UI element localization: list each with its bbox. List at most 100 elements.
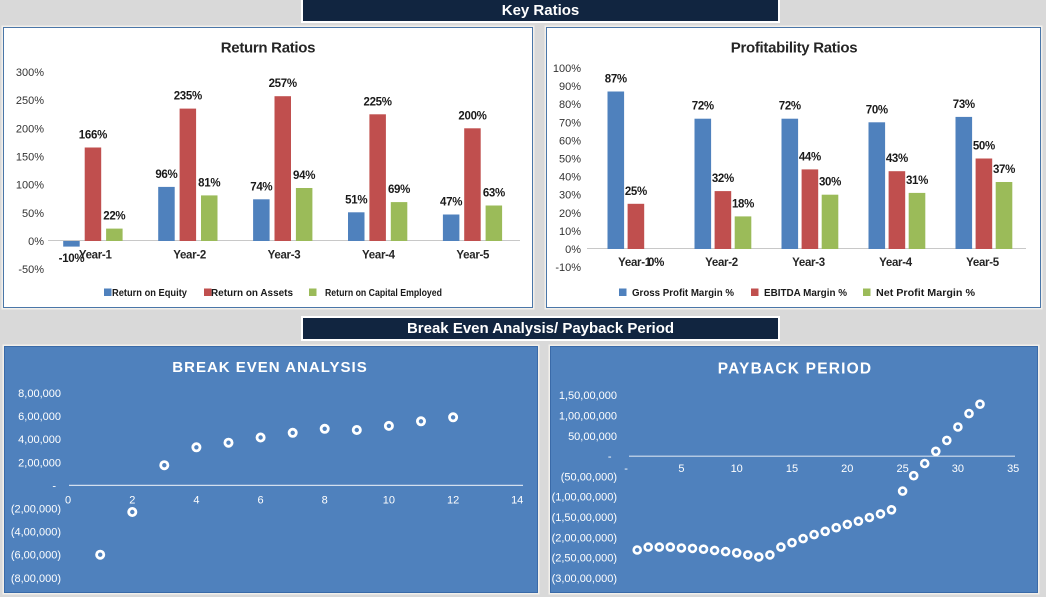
svg-text:Year-1: Year-1 (79, 250, 113, 262)
svg-text:0%: 0% (648, 257, 664, 269)
svg-text:20: 20 (841, 463, 853, 475)
svg-text:Return on Capital Employed: Return on Capital Employed (325, 287, 442, 299)
svg-text:(2,00,00,000): (2,00,00,000) (552, 532, 617, 544)
svg-text:31%: 31% (906, 175, 928, 187)
svg-text:51%: 51% (345, 194, 367, 206)
svg-text:44%: 44% (799, 151, 821, 163)
svg-text:50%: 50% (559, 154, 581, 166)
svg-text:Year-3: Year-3 (792, 257, 825, 269)
svg-text:Year-5: Year-5 (966, 257, 1000, 269)
svg-text:100%: 100% (16, 180, 44, 192)
svg-text:15: 15 (786, 463, 798, 475)
svg-text:Return Ratios: Return Ratios (221, 40, 315, 57)
svg-text:Return on Equity: Return on Equity (112, 287, 187, 299)
svg-text:6: 6 (258, 495, 264, 507)
svg-text:73%: 73% (953, 99, 975, 111)
svg-text:(1,00,00,000): (1,00,00,000) (552, 492, 617, 504)
svg-text:Return on Assets: Return on Assets (211, 287, 293, 299)
svg-text:2,00,000: 2,00,000 (18, 457, 61, 469)
svg-text:(8,00,000): (8,00,000) (11, 573, 61, 585)
svg-text:(2,00,000): (2,00,000) (11, 504, 61, 516)
svg-text:8: 8 (322, 495, 328, 507)
svg-text:1,00,00,000: 1,00,00,000 (559, 411, 617, 423)
svg-text:Year-5: Year-5 (456, 250, 490, 262)
svg-text:47%: 47% (440, 197, 462, 209)
svg-text:87%: 87% (605, 74, 627, 86)
svg-text:235%: 235% (174, 91, 202, 103)
svg-text:0: 0 (65, 495, 71, 507)
svg-text:60%: 60% (559, 135, 581, 147)
svg-text:74%: 74% (250, 181, 272, 193)
svg-text:37%: 37% (993, 164, 1015, 176)
svg-text:Year-4: Year-4 (362, 250, 396, 262)
svg-text:PAYBACK PERIOD: PAYBACK PERIOD (718, 361, 873, 378)
svg-text:72%: 72% (779, 101, 801, 113)
svg-text:(3,00,00,000): (3,00,00,000) (552, 573, 617, 585)
svg-text:1,50,00,000: 1,50,00,000 (559, 390, 617, 402)
svg-text:(2,50,00,000): (2,50,00,000) (552, 553, 617, 565)
svg-text:80%: 80% (559, 99, 581, 111)
svg-text:150%: 150% (16, 152, 44, 164)
svg-text:257%: 257% (269, 78, 297, 90)
svg-text:Year-2: Year-2 (173, 250, 206, 262)
svg-text:EBITDA Margin %: EBITDA Margin % (764, 287, 848, 299)
svg-text:0%: 0% (565, 244, 581, 256)
svg-text:10: 10 (383, 495, 395, 507)
svg-text:50%: 50% (973, 141, 995, 153)
svg-text:6,00,000: 6,00,000 (18, 411, 61, 423)
svg-text:(1,50,00,000): (1,50,00,000) (552, 512, 617, 524)
svg-text:Year-3: Year-3 (268, 250, 301, 262)
svg-text:(6,00,000): (6,00,000) (11, 550, 61, 562)
svg-text:32%: 32% (712, 173, 734, 185)
svg-text:30: 30 (952, 463, 964, 475)
svg-text:Net Profit Margin %: Net Profit Margin % (876, 287, 976, 299)
svg-text:70%: 70% (866, 104, 888, 116)
svg-text:25: 25 (896, 463, 908, 475)
svg-text:12: 12 (447, 495, 459, 507)
svg-text:200%: 200% (458, 110, 486, 122)
svg-text:30%: 30% (819, 177, 841, 189)
svg-text:166%: 166% (79, 130, 107, 142)
svg-text:72%: 72% (692, 101, 714, 113)
svg-text:-: - (624, 463, 628, 475)
svg-text:300%: 300% (16, 67, 44, 79)
svg-text:18%: 18% (732, 198, 754, 210)
svg-text:50%: 50% (22, 208, 44, 220)
svg-text:BREAK EVEN ANALYSIS: BREAK EVEN ANALYSIS (172, 359, 367, 376)
svg-text:(4,00,000): (4,00,000) (11, 527, 61, 539)
svg-text:35: 35 (1007, 463, 1019, 475)
svg-text:20%: 20% (559, 208, 581, 220)
svg-text:50,00,000: 50,00,000 (568, 431, 617, 443)
svg-text:Profitability Ratios: Profitability Ratios (731, 40, 858, 57)
svg-text:200%: 200% (16, 123, 44, 135)
svg-text:Year-2: Year-2 (705, 257, 738, 269)
svg-text:(50,00,000): (50,00,000) (561, 471, 617, 483)
svg-text:Year-4: Year-4 (879, 257, 913, 269)
svg-text:70%: 70% (559, 117, 581, 129)
svg-text:250%: 250% (16, 95, 44, 107)
svg-text:10%: 10% (559, 226, 581, 238)
svg-text:-: - (608, 451, 612, 463)
svg-text:96%: 96% (155, 169, 177, 181)
svg-text:-10%: -10% (59, 253, 85, 265)
svg-text:-10%: -10% (555, 262, 581, 274)
svg-text:100%: 100% (553, 63, 581, 75)
svg-text:22%: 22% (103, 211, 125, 223)
svg-text:90%: 90% (559, 81, 581, 93)
svg-text:14: 14 (511, 495, 523, 507)
svg-text:40%: 40% (559, 172, 581, 184)
svg-text:4: 4 (193, 495, 199, 507)
svg-text:Gross Profit Margin %: Gross Profit Margin % (632, 287, 735, 299)
svg-text:43%: 43% (886, 153, 908, 165)
svg-text:2: 2 (129, 495, 135, 507)
svg-text:81%: 81% (198, 177, 220, 189)
svg-text:69%: 69% (388, 184, 410, 196)
svg-text:-: - (52, 480, 56, 492)
svg-text:Year-1: Year-1 (618, 257, 652, 269)
svg-text:30%: 30% (559, 190, 581, 202)
svg-text:94%: 94% (293, 170, 315, 182)
svg-text:63%: 63% (483, 188, 505, 200)
svg-text:8,00,000: 8,00,000 (18, 388, 61, 400)
svg-text:0%: 0% (28, 236, 44, 248)
svg-text:-50%: -50% (18, 264, 44, 276)
